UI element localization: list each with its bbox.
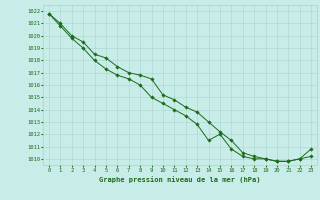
X-axis label: Graphe pression niveau de la mer (hPa): Graphe pression niveau de la mer (hPa) xyxy=(99,176,261,183)
